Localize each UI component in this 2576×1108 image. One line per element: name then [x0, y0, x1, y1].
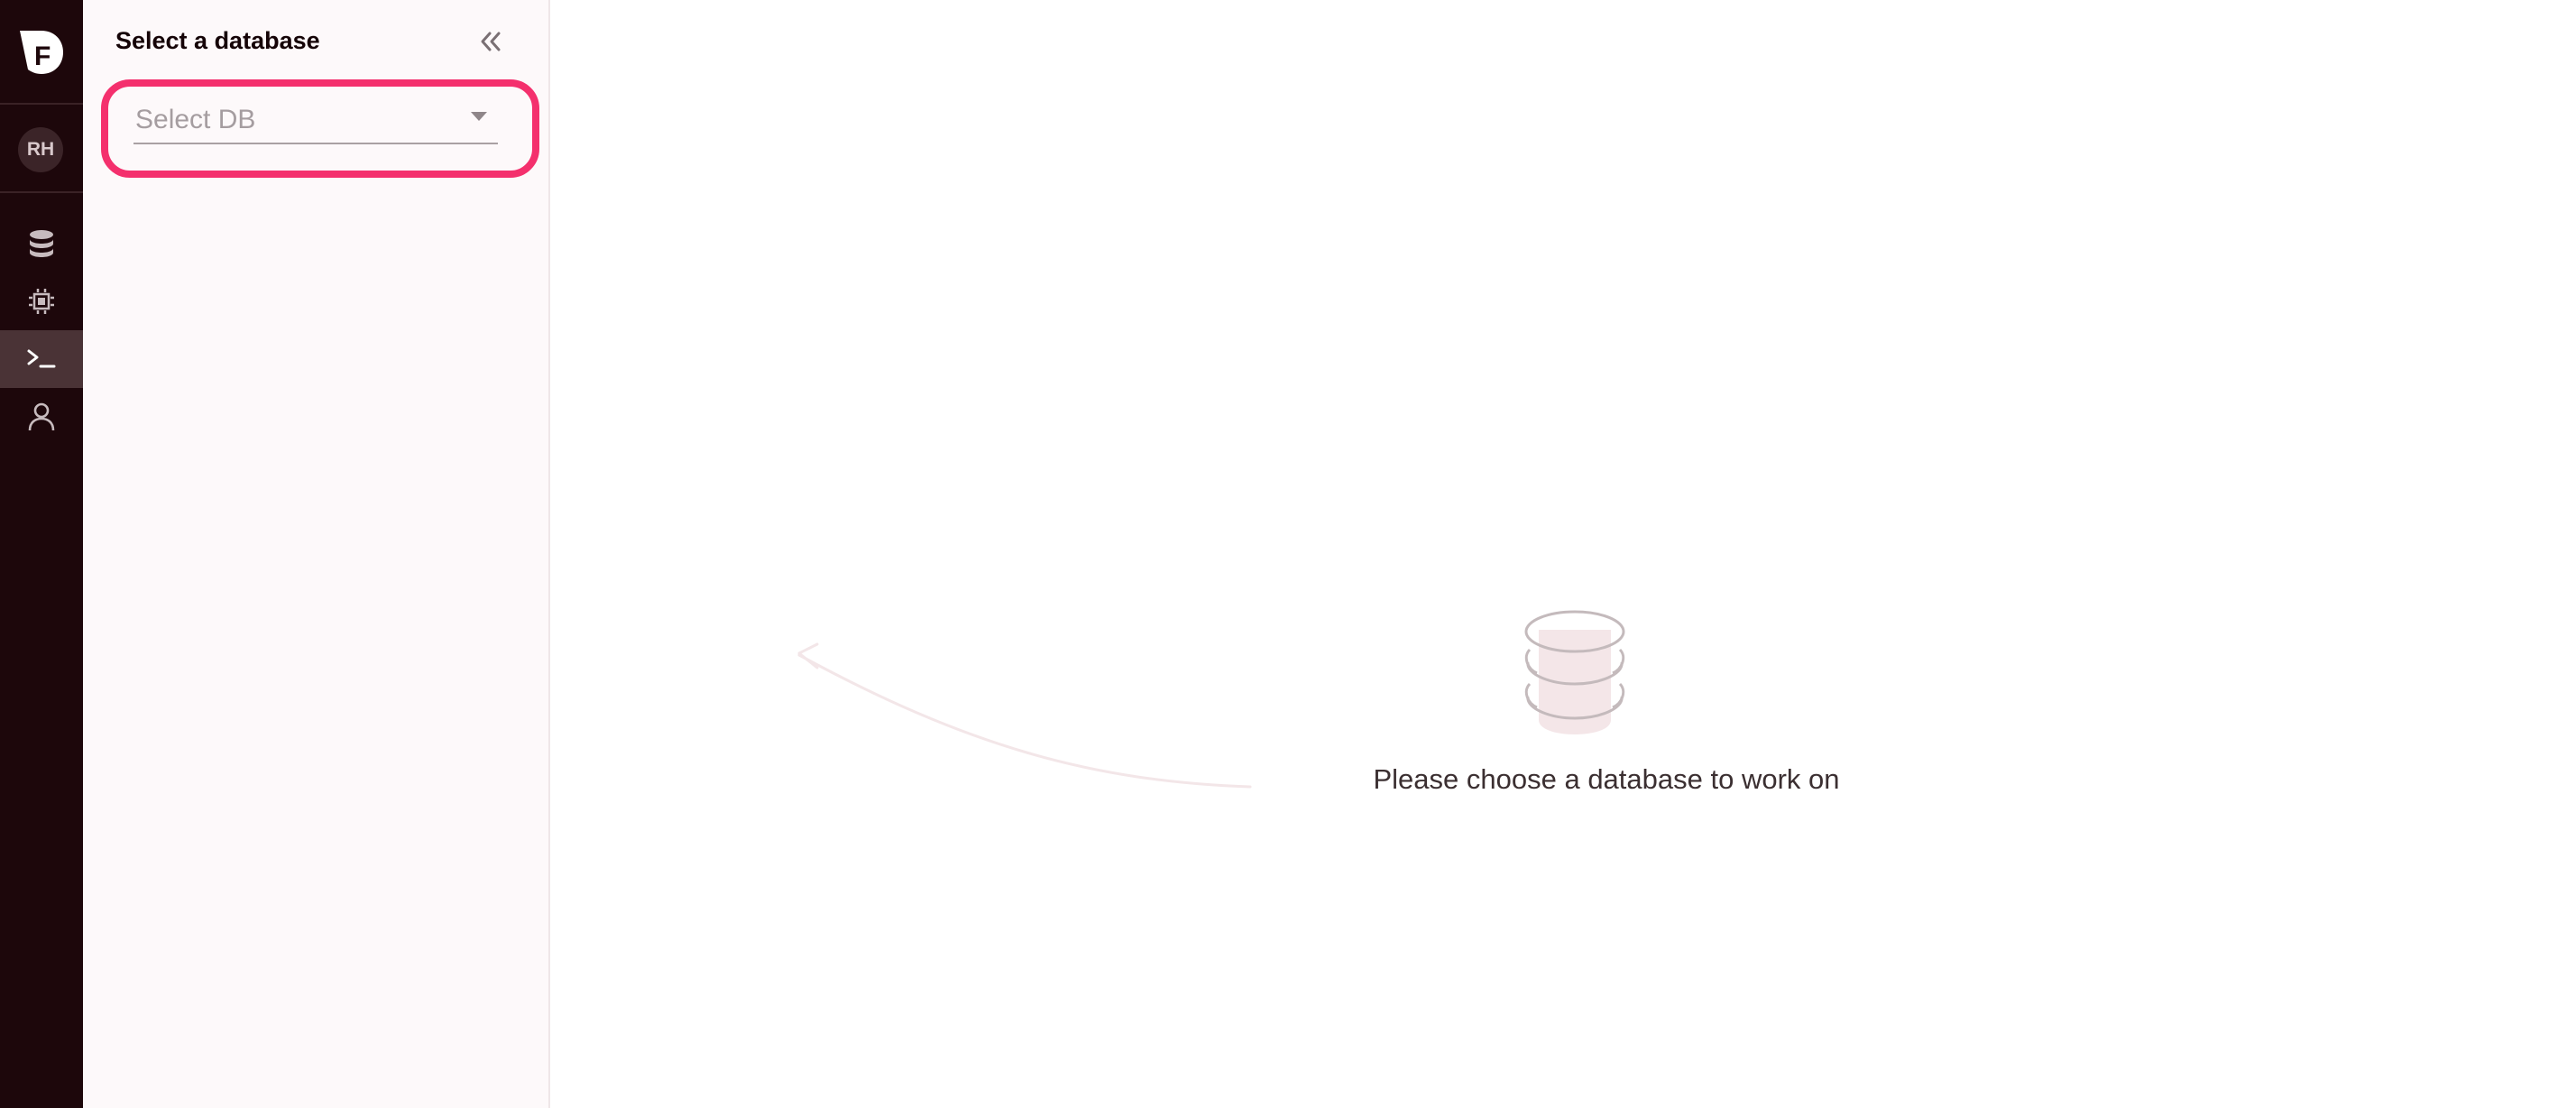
svg-text:F: F — [34, 42, 51, 71]
database-select-placeholder: Select DB — [135, 105, 256, 134]
sidebar-title: Select a database — [115, 27, 320, 54]
database-icon — [28, 229, 55, 258]
chip-icon — [28, 288, 55, 315]
nav-item-databases[interactable] — [0, 215, 83, 272]
database-select[interactable]: Select DB — [133, 97, 498, 144]
nav-item-terminal[interactable] — [0, 330, 83, 388]
terminal-icon — [26, 347, 57, 371]
database-stack-icon — [1519, 610, 1631, 734]
main-content: Please choose a database to work on — [550, 0, 2576, 1108]
avatar-initials: RH — [26, 139, 55, 160]
caret-down-icon — [471, 112, 487, 121]
nav-item-compute[interactable] — [0, 272, 83, 330]
collapse-sidebar-button[interactable] — [473, 25, 509, 61]
database-sidebar: Select a database Select DB — [83, 0, 550, 1108]
user-icon — [28, 402, 55, 432]
brand-logo-icon[interactable]: F — [14, 25, 69, 83]
pointer-arrow-icon — [797, 642, 1252, 789]
double-chevron-left-icon — [479, 31, 502, 56]
nav-item-account[interactable] — [0, 388, 83, 446]
rail-divider — [0, 103, 83, 105]
avatar[interactable]: RH — [18, 127, 63, 172]
empty-state-message: Please choose a database to work on — [1373, 763, 1840, 795]
icon-rail: F RH — [0, 0, 83, 1108]
rail-divider — [0, 191, 83, 193]
